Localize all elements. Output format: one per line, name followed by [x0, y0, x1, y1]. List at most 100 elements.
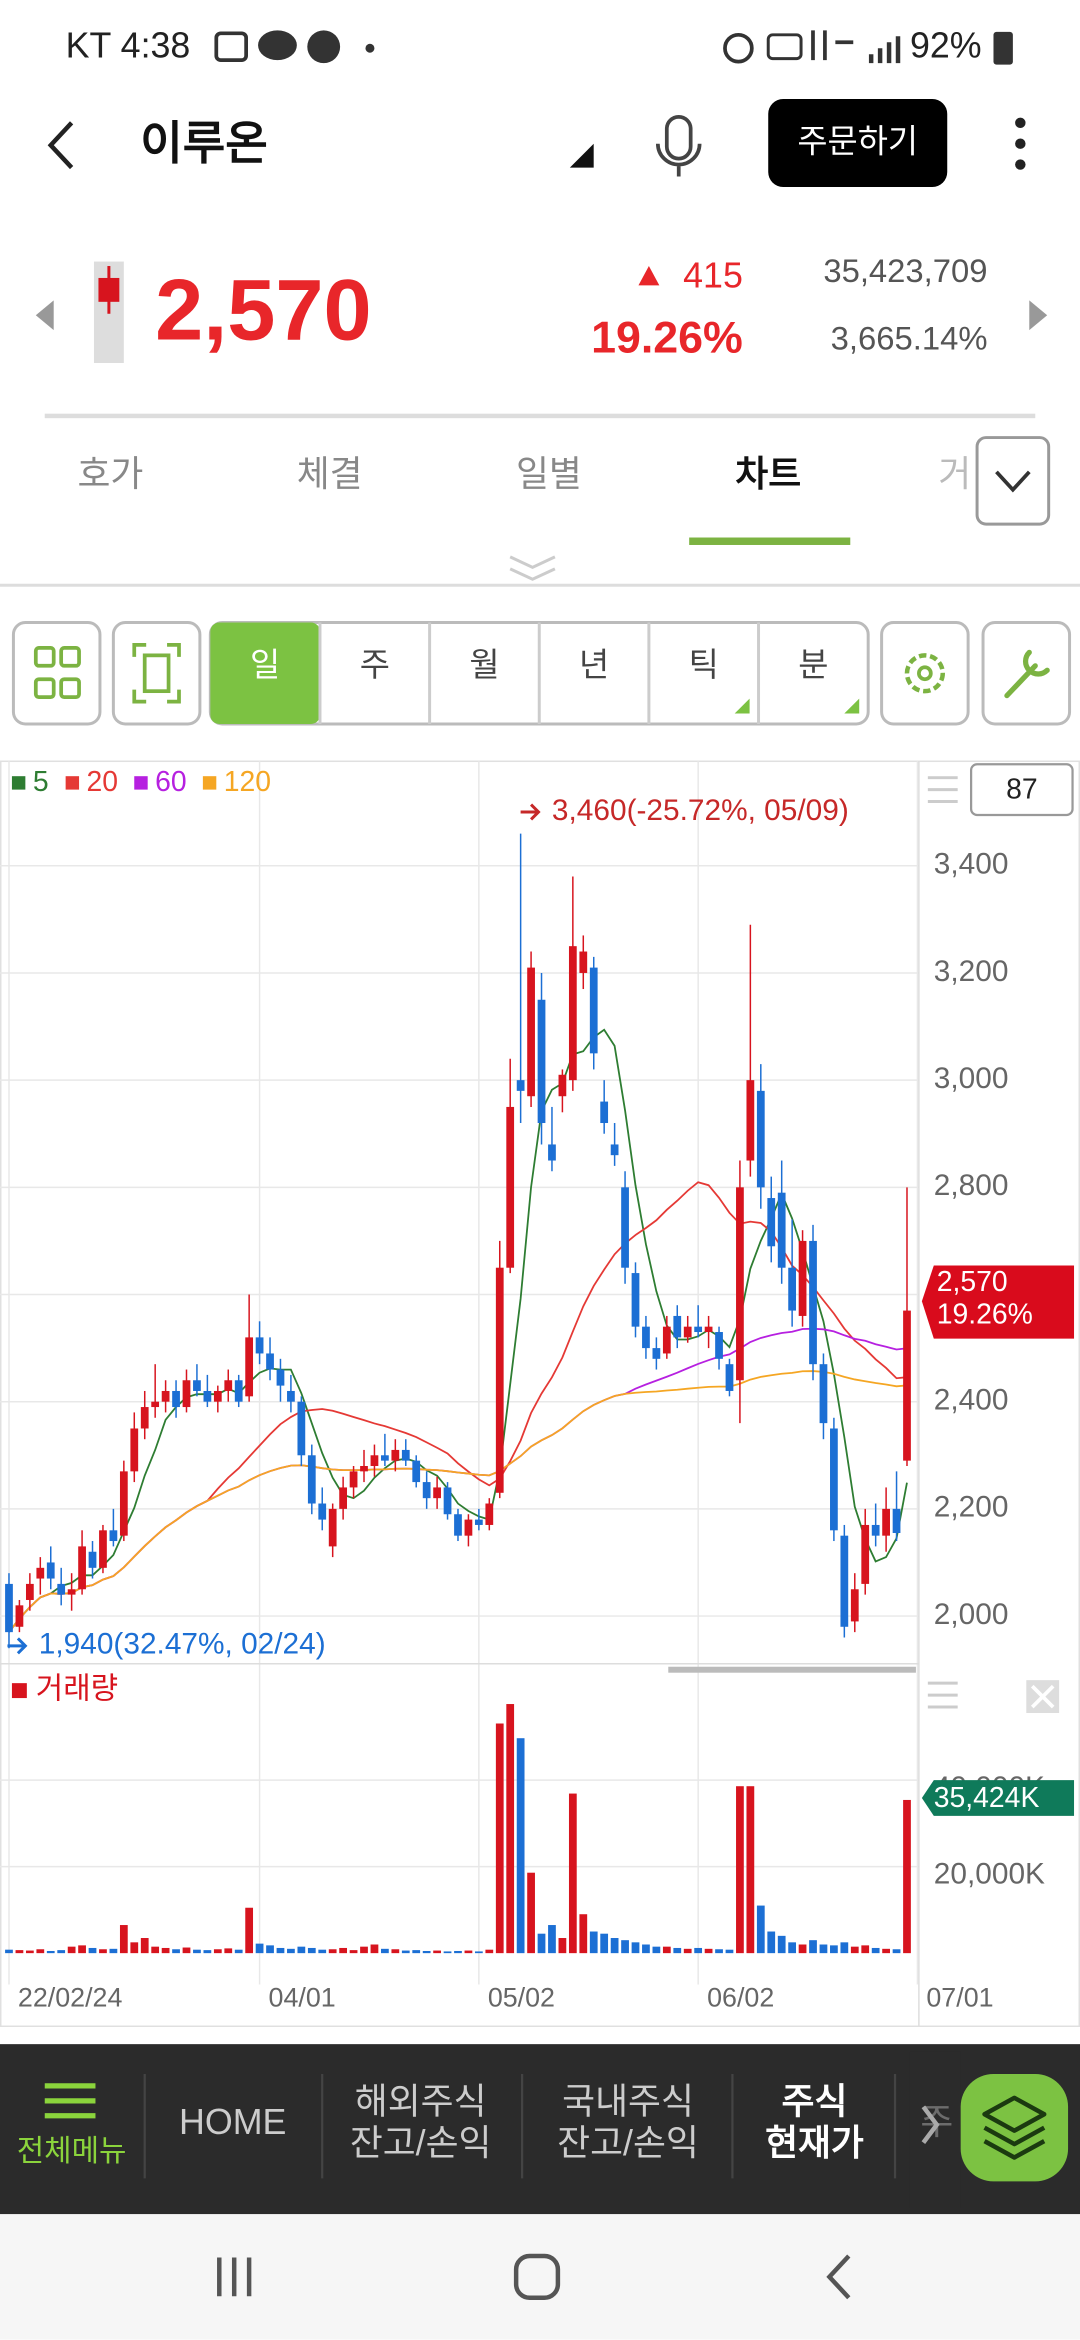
- volume-menu[interactable]: [927, 1681, 958, 1709]
- layers-button[interactable]: [960, 2073, 1069, 2182]
- divider: [44, 413, 1036, 419]
- mini-candle-body: [98, 277, 120, 302]
- nav-item[interactable]: 국내주식: [562, 2081, 694, 2121]
- ma-line: [8, 1370, 908, 1633]
- x-tick-label: 06/02: [707, 1982, 774, 2012]
- nav-item[interactable]: 전체메뉴: [17, 2135, 127, 2168]
- candle-body: [631, 1273, 640, 1327]
- home-button[interactable]: [513, 2253, 561, 2300]
- volume-bar: [819, 1944, 828, 1954]
- volume-bar: [349, 1950, 358, 1954]
- chart-frame: [0, 760, 1080, 2027]
- candle-body: [5, 1583, 13, 1633]
- nav-item[interactable]: 현재가: [765, 2123, 864, 2163]
- volume-bar: [485, 1949, 494, 1954]
- candle-body: [568, 946, 577, 1081]
- nav-item[interactable]: 잔고/손익: [557, 2123, 699, 2163]
- candle-body: [46, 1562, 55, 1579]
- volume-rate: 3,665.14%: [831, 319, 988, 356]
- candle-body: [130, 1428, 139, 1472]
- order-button[interactable]: [768, 98, 948, 187]
- nav-item[interactable]: 해외주식: [355, 2081, 487, 2121]
- candle-body: [224, 1380, 233, 1391]
- tab[interactable]: 거: [938, 454, 971, 494]
- settings-button[interactable]: [880, 621, 970, 726]
- volume-bar: [704, 1948, 713, 1954]
- candle-body: [474, 1519, 483, 1525]
- volume-bar: [516, 1738, 525, 1954]
- tab[interactable]: 차트: [735, 454, 801, 494]
- prev-stock[interactable]: [35, 300, 54, 331]
- volume-bar: [88, 1947, 97, 1954]
- period-button[interactable]: 주: [360, 646, 390, 683]
- volume-bar: [777, 1935, 786, 1954]
- candle-body: [161, 1390, 170, 1402]
- nav-item[interactable]: HOME: [179, 2102, 286, 2142]
- period-button[interactable]: 일: [250, 646, 280, 683]
- candle-body: [381, 1455, 389, 1461]
- title-dropdown[interactable]: [569, 143, 594, 168]
- volume-bar: [109, 1948, 118, 1954]
- tab[interactable]: 일별: [516, 454, 582, 494]
- alarm-icon: [723, 32, 754, 64]
- candle-body: [683, 1326, 692, 1338]
- volume-bar: [558, 1938, 567, 1954]
- candle-body: [725, 1364, 734, 1391]
- count-box[interactable]: [969, 763, 1074, 817]
- fullscreen-button[interactable]: [111, 621, 202, 726]
- volume-bar: [182, 1947, 191, 1954]
- volume-bar: [78, 1945, 86, 1954]
- next-stock[interactable]: [1029, 300, 1048, 331]
- layout-button[interactable]: [11, 621, 102, 726]
- more-button[interactable]: [1015, 117, 1026, 170]
- tab[interactable]: 호가: [77, 454, 143, 494]
- candle-body: [485, 1503, 494, 1525]
- tab-dropdown[interactable]: [975, 436, 1051, 526]
- candle-body: [767, 1198, 776, 1247]
- current-price-tag: [921, 1265, 1075, 1339]
- volume-bar: [464, 1950, 473, 1954]
- period-button[interactable]: 월: [469, 646, 499, 683]
- candle-body: [756, 1090, 765, 1188]
- recent-apps[interactable]: [217, 2257, 252, 2297]
- nav-item[interactable]: 잔고/손익: [350, 2123, 492, 2163]
- candle-body: [307, 1455, 316, 1504]
- nav-item[interactable]: 주식: [782, 2081, 848, 2121]
- layout-icon: [33, 646, 81, 699]
- volume-bar: [36, 1949, 45, 1954]
- tools-icon: [1004, 649, 1050, 699]
- gallery-icon: [214, 31, 248, 63]
- back-nav[interactable]: [826, 2254, 851, 2300]
- period-button[interactable]: 년: [579, 646, 609, 683]
- current-price-tag-price: 2,570: [937, 1266, 1008, 1298]
- candle-body: [662, 1326, 671, 1354]
- volume-bar: [474, 1951, 483, 1954]
- section-divider: [0, 583, 1080, 587]
- hd-icon: [766, 33, 803, 61]
- bottom-nav: [0, 2044, 1080, 2215]
- candle-body: [276, 1369, 285, 1386]
- volume-bar: [433, 1950, 441, 1954]
- volume-bar: [798, 1944, 807, 1954]
- mic-button[interactable]: [655, 114, 702, 177]
- candle-body: [736, 1187, 744, 1381]
- period-button[interactable]: 틱: [689, 646, 719, 683]
- tab[interactable]: 체결: [297, 454, 363, 494]
- candle-body: [579, 951, 588, 973]
- candle-body: [182, 1380, 191, 1408]
- period-button[interactable]: 분: [798, 646, 828, 683]
- collapse-handle[interactable]: [509, 555, 556, 581]
- volume-bar: [495, 1723, 504, 1954]
- marks: [5, 833, 911, 1954]
- volume-bar: [381, 1948, 389, 1954]
- y-tick-label: 3,000: [934, 1062, 1009, 1095]
- volume-bar: [527, 1872, 535, 1954]
- nav-scroll-arrow[interactable]: [921, 2105, 940, 2144]
- candle-body: [15, 1605, 24, 1627]
- back-button[interactable]: [47, 121, 74, 170]
- candle-body: [621, 1187, 629, 1268]
- indicator-menu[interactable]: [927, 776, 958, 804]
- volume-bar: [882, 1948, 890, 1954]
- pane-resize-handle[interactable]: [668, 1666, 916, 1673]
